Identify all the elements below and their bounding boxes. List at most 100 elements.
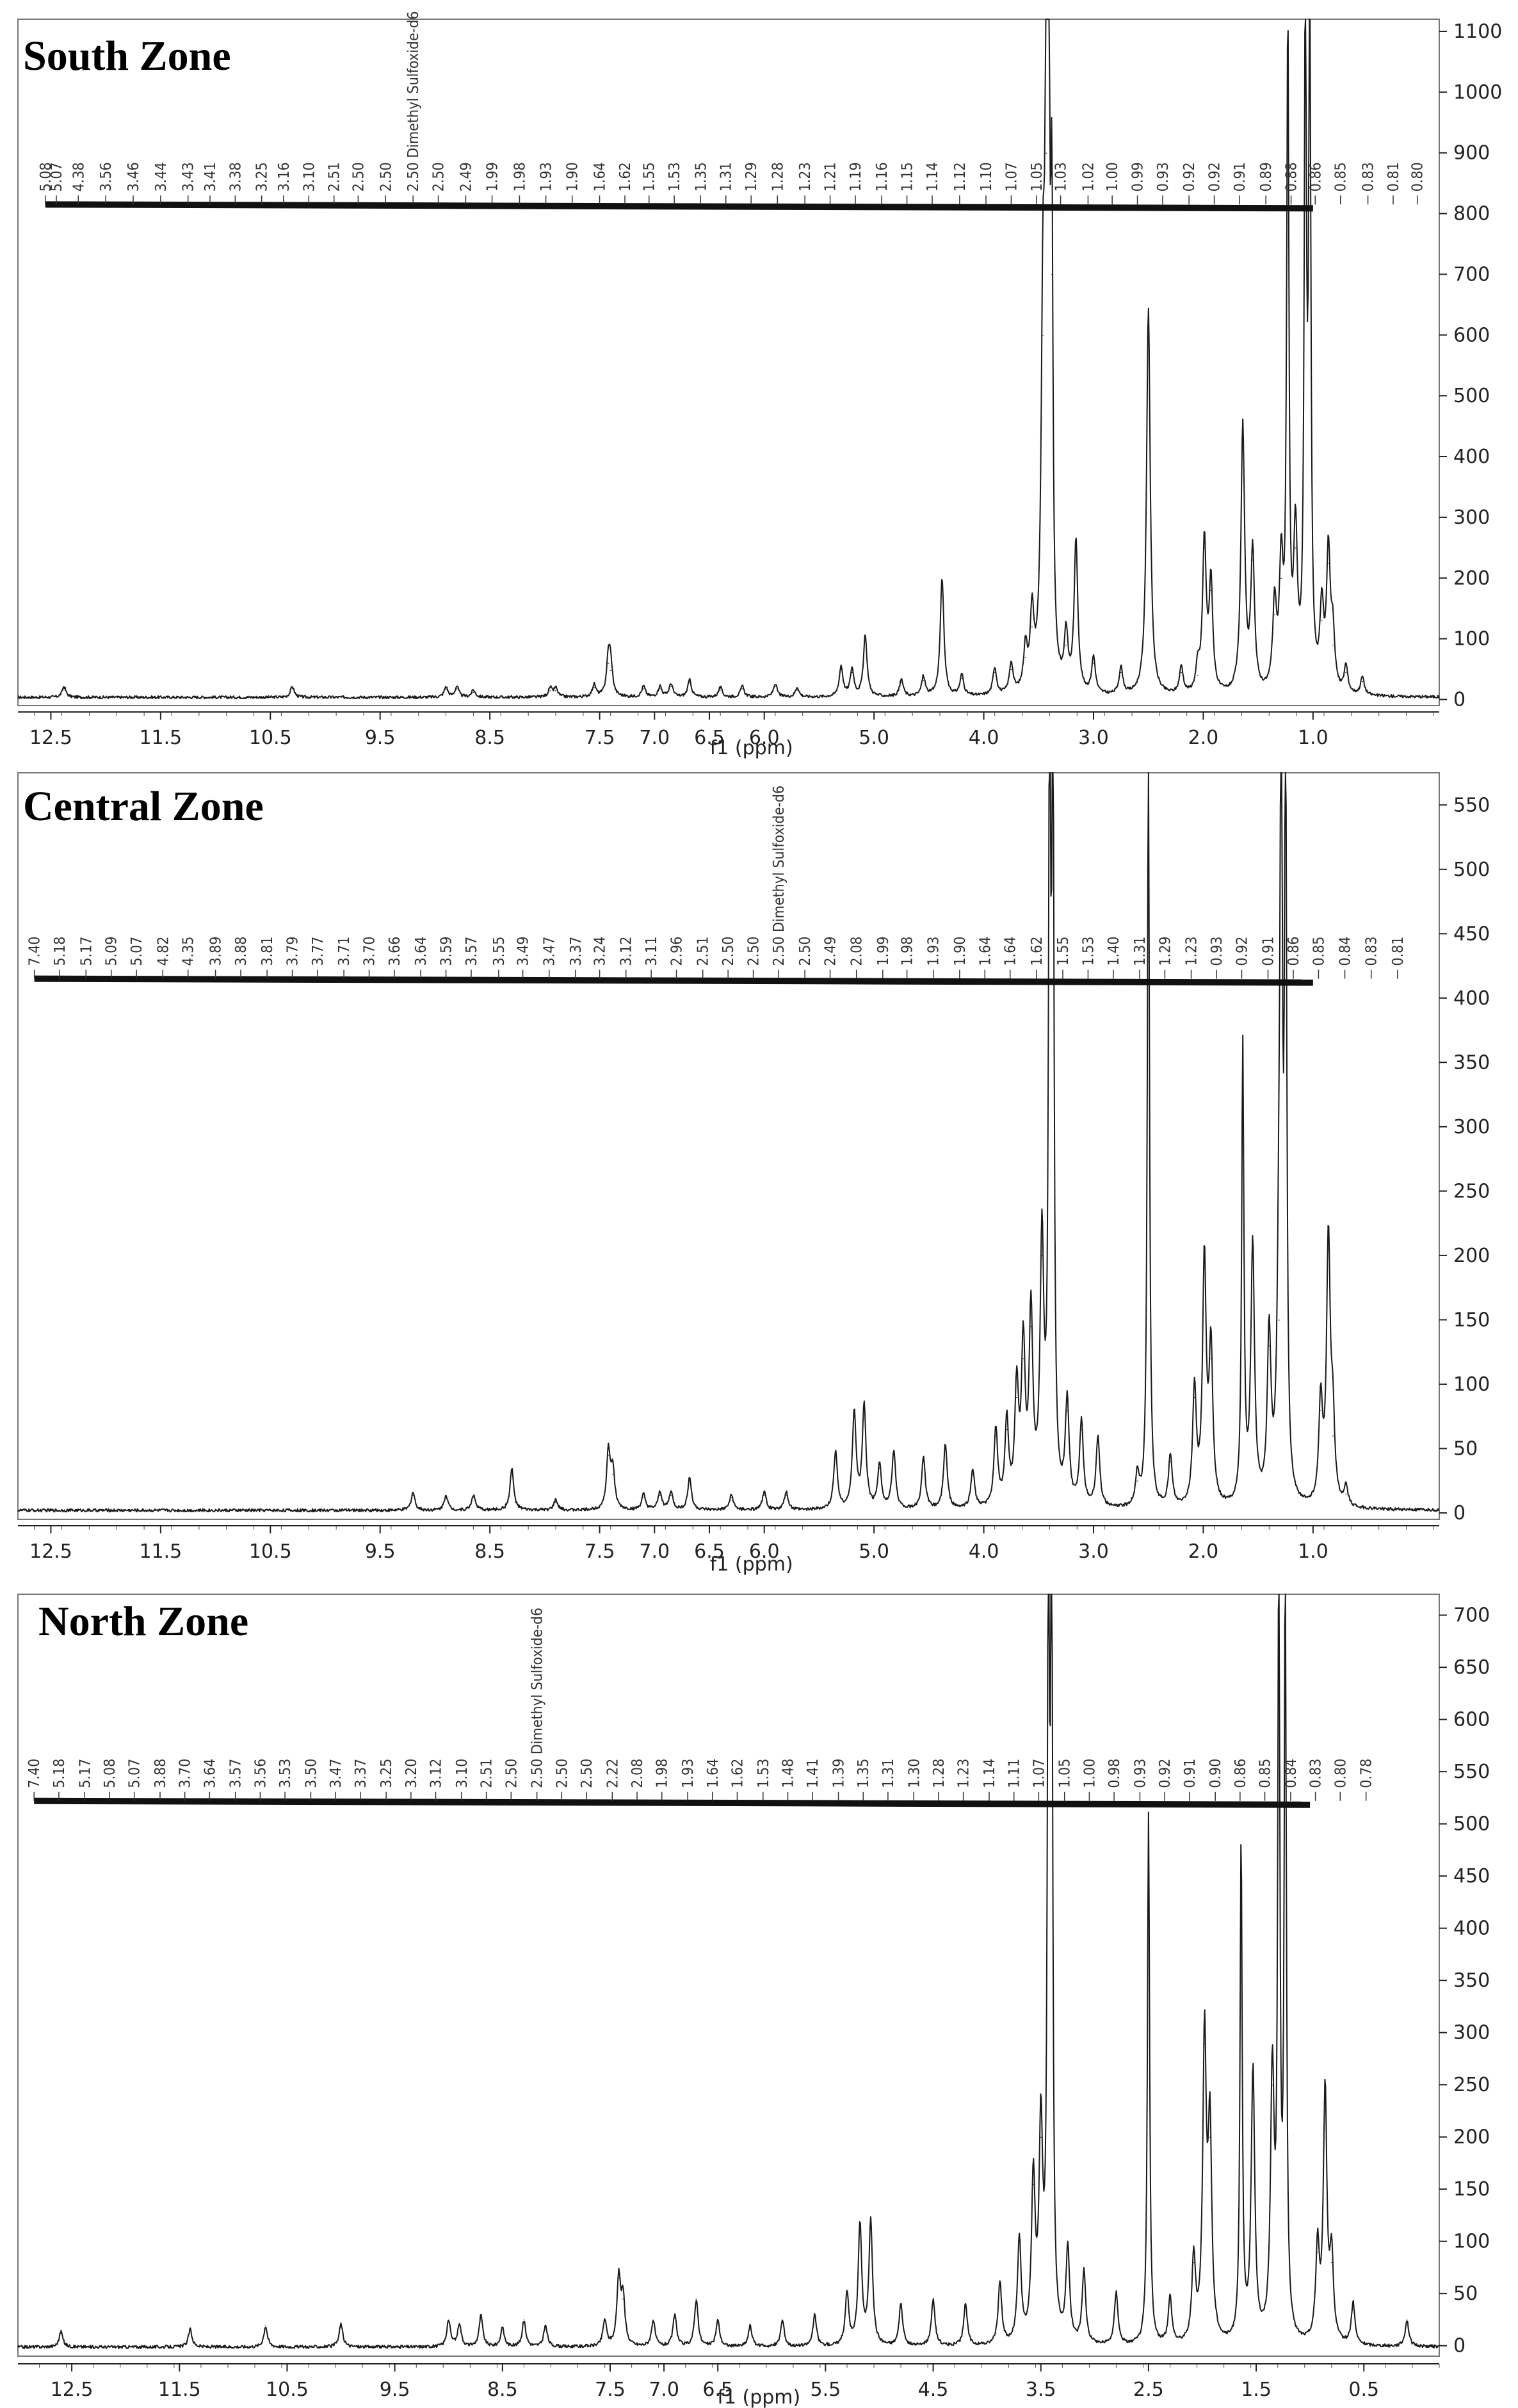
peak-label: 3.55 (491, 937, 508, 966)
peak-label: 3.20 (403, 1759, 420, 1788)
spectrum-svg: 12.5 11.5 10.5 9.5 8.5 7.5 7.0 6.5 6.0 5.0 4.0 3.0 2… (17, 11, 1502, 759)
peak-label: 3.53 (277, 1759, 294, 1788)
x-tick-label: 10.5 (249, 727, 292, 749)
peak-label: 0.84 (1283, 1759, 1300, 1788)
y-tick-label: 500 (1453, 1813, 1490, 1836)
peak-label: 3.16 (276, 162, 293, 191)
peak-label: 3.89 (208, 937, 225, 966)
peak-label: 3.24 (592, 937, 609, 966)
x-tick-label: 3.0 (1078, 1540, 1109, 1563)
peak-label: 1.40 (1106, 937, 1122, 966)
y-tick-label: 50 (1453, 1437, 1478, 1460)
peak-label: 1.23 (956, 1759, 973, 1788)
x-tick-label: 8.5 (474, 1540, 505, 1563)
peak-label: 2.08 (849, 937, 866, 966)
peak-label: 5.07 (127, 1759, 143, 1788)
peak-label: 1.41 (805, 1759, 821, 1788)
peak-label: 1.14 (981, 1759, 998, 1788)
peak-label: 0.93 (1132, 1759, 1149, 1788)
peak-label: 3.70 (177, 1759, 194, 1788)
peak-label: 1.03 (1053, 162, 1070, 191)
peak-label: 4.35 (181, 937, 197, 966)
peak-label: 1.39 (831, 1759, 848, 1788)
peak-label: 0.98 (1106, 1759, 1123, 1788)
peak-label: 3.70 (362, 937, 378, 966)
peak-label: 3.44 (153, 162, 170, 191)
peak-label: 2.50 Dimethyl Sulfoxide-d6 (529, 1608, 546, 1788)
peak-label: 0.89 (1258, 162, 1275, 191)
peak-label: 1.64 (977, 937, 994, 966)
peak-label: 0.85 (1311, 937, 1327, 966)
plot-frame (17, 772, 1440, 1520)
peak-label: 1.35 (855, 1759, 872, 1788)
y-tick-label: 550 (1453, 794, 1490, 816)
x-tick-label: 1.0 (1298, 1540, 1328, 1563)
peak-label: 1.19 (848, 162, 864, 191)
peak-label: 0.85 (1257, 1759, 1274, 1788)
y-tick-label: 600 (1453, 324, 1490, 346)
peak-label: 3.10 (454, 1759, 471, 1788)
peak-label: 1.28 (931, 1759, 948, 1788)
peak-label: 1.23 (1184, 937, 1200, 966)
x-tick-label: 12.5 (51, 2379, 93, 2401)
peak-label: 0.90 (1207, 1759, 1224, 1788)
peak-label: 3.88 (152, 1759, 169, 1788)
y-tick-label: 700 (1453, 263, 1490, 286)
x-tick-label: 11.5 (139, 727, 182, 749)
peak-label: 0.92 (1207, 162, 1223, 191)
x-tick-label: 2.0 (1188, 727, 1219, 749)
peak-label: 1.12 (952, 162, 969, 191)
peak-label: 1.64 (705, 1759, 722, 1788)
peak-label: 0.86 (1232, 1759, 1249, 1788)
peak-label: 0.83 (1308, 1759, 1325, 1788)
y-tick-label: 300 (1453, 506, 1490, 529)
peak-label: 2.49 (823, 937, 839, 966)
y-tick-label: 0 (1453, 1502, 1466, 1524)
x-tick-label: 4.0 (969, 1540, 999, 1563)
x-tick-label: 8.5 (474, 727, 505, 749)
y-tick-label: 0 (1453, 689, 1466, 711)
peak-label: 2.50 (431, 162, 448, 191)
peak-label: 3.11 (643, 937, 660, 966)
peak-label: 2.50 (720, 937, 737, 966)
peak-label: 3.56 (252, 1759, 269, 1788)
x-tick-label: 5.5 (811, 2379, 841, 2401)
peak-label: 1.28 (770, 162, 786, 191)
y-tick-label: 200 (1453, 1245, 1490, 1267)
x-tick-label: 8.5 (487, 2379, 518, 2401)
peak-label: 0.88 (1284, 162, 1300, 191)
peak-label: 7.40 (26, 1759, 43, 1788)
peak-label: 2.50 (378, 162, 394, 191)
peak-label: 3.77 (310, 937, 327, 966)
peak-label: 2.50 Dimethyl Sulfoxide-d6 (405, 11, 422, 191)
x-axis-label: f1 (ppm) (717, 2386, 800, 2408)
peak-label: 7.40 (27, 937, 44, 966)
peak-label: 2.50 (503, 1759, 520, 1788)
y-tick-label: 300 (1453, 1116, 1490, 1138)
y-tick-label: 50 (1453, 2283, 1478, 2305)
y-tick-label: 1000 (1453, 81, 1502, 104)
peak-label: 1.02 (1080, 162, 1097, 191)
y-tick-label: 200 (1453, 567, 1490, 590)
spectrum-panel-central: 12.5 11.5 10.5 9.5 8.5 7.5 7.0 6.5 6.0 5.0 4.0 3.0 2… (0, 765, 1518, 1576)
y-tick-label: 450 (1453, 923, 1490, 945)
x-tick-label: 6.5 (694, 1540, 725, 1563)
peak-label: 1.31 (880, 1759, 897, 1788)
x-tick-label: 6.0 (749, 727, 780, 749)
spectrum-svg: 12.5 11.5 10.5 9.5 8.5 7.5 7.0 6.5 6.0 5.0 4.0 3.0 2… (17, 772, 1490, 1576)
peak-label: 1.98 (512, 162, 528, 191)
peak-label: 3.79 (285, 937, 302, 966)
peak-label: 5.18 (51, 1759, 68, 1788)
peak-label: 0.92 (1181, 162, 1198, 191)
peak-label: 1.53 (1080, 937, 1097, 966)
y-tick-label: 500 (1453, 859, 1490, 881)
x-tick-label: 4.0 (969, 727, 999, 749)
x-tick-label: 2.0 (1188, 1540, 1219, 1563)
peak-label: 3.81 (259, 937, 276, 966)
peak-label: 5.17 (78, 937, 95, 966)
peak-label: 1.93 (926, 937, 942, 966)
spectrum-trace (17, 19, 1440, 700)
y-tick-label: 350 (1453, 1051, 1490, 1074)
x-tick-label: 6.5 (694, 727, 725, 749)
x-tick-label: 10.5 (249, 1540, 292, 1563)
